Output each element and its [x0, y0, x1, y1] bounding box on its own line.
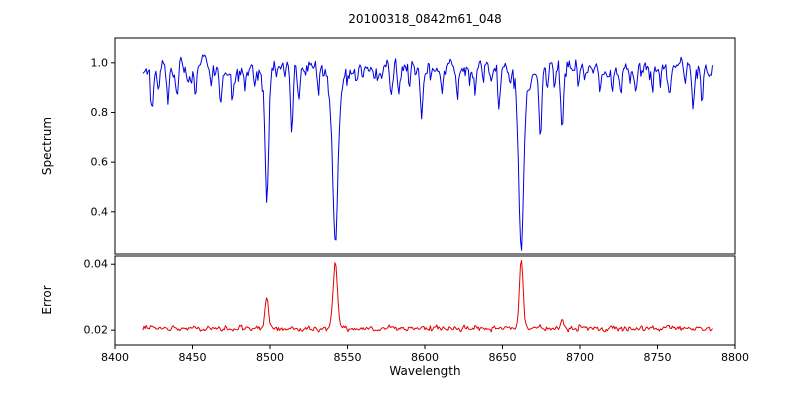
- x-tick-label: 8500: [256, 351, 284, 364]
- x-tick-label: 8550: [334, 351, 362, 364]
- error-line: [142, 260, 713, 333]
- x-tick-label: 8750: [644, 351, 672, 364]
- spectrum-y-tick-label: 0.8: [91, 106, 109, 119]
- x-axis-label: Wavelength: [389, 364, 461, 378]
- spectrum-line: [142, 54, 713, 251]
- x-tick-label: 8600: [411, 351, 439, 364]
- chart-title: 20100318_0842m61_048: [348, 12, 502, 26]
- error-y-tick-label: 0.04: [84, 258, 109, 271]
- error-axes: [114, 255, 736, 346]
- x-tick-label: 8800: [721, 351, 749, 364]
- spectrum-y-tick-label: 1.0: [91, 56, 109, 69]
- x-tick-label: 8450: [179, 351, 207, 364]
- x-tick-label: 8400: [101, 351, 129, 364]
- x-tick-label: 8700: [566, 351, 594, 364]
- x-tick-label: 8650: [489, 351, 517, 364]
- error-y-tick-label: 0.02: [84, 324, 109, 337]
- spectrum-y-tick-label: 0.6: [91, 156, 109, 169]
- spectrum-axes: [114, 37, 736, 255]
- spectrum-y-tick-label: 0.4: [91, 205, 109, 218]
